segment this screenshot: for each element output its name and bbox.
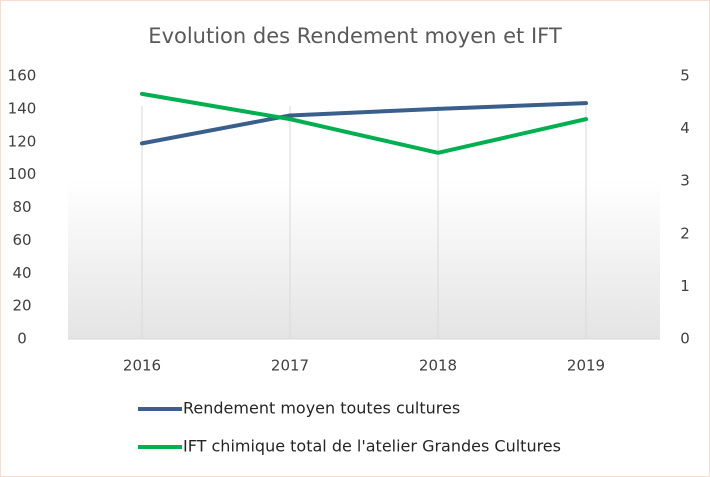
legend-label: IFT chimique total de l'atelier Grandes … [183, 437, 561, 456]
y2-tick-label: 4 [680, 119, 690, 137]
x-tick-label: 2017 [271, 357, 309, 375]
x-tick-label: 2018 [419, 357, 457, 375]
plot-shade [68, 180, 660, 339]
y-tick-label: 40 [12, 264, 31, 282]
chart-title: Evolution des Rendement moyen et IFT [148, 24, 562, 48]
y2-tick-label: 1 [680, 277, 690, 295]
y2-tick-label: 5 [680, 67, 690, 85]
y-tick-label: 80 [12, 198, 31, 216]
x-tick-label: 2019 [567, 357, 605, 375]
y-tick-label: 140 [8, 99, 37, 117]
series-line [140, 101, 588, 146]
series-line [140, 91, 588, 155]
legend-label: Rendement moyen toutes cultures [183, 399, 460, 418]
y2-tick-label: 2 [680, 224, 690, 242]
x-tick-label: 2016 [123, 357, 161, 375]
y-tick-label: 100 [8, 165, 37, 183]
y-tick-label: 160 [8, 67, 37, 85]
y2-tick-label: 3 [680, 172, 690, 190]
y-tick-label: 60 [12, 231, 31, 249]
y-tick-label: 0 [17, 330, 27, 348]
y-tick-label: 20 [12, 297, 31, 315]
y2-tick-label: 0 [680, 330, 690, 348]
y-tick-label: 120 [8, 132, 37, 150]
